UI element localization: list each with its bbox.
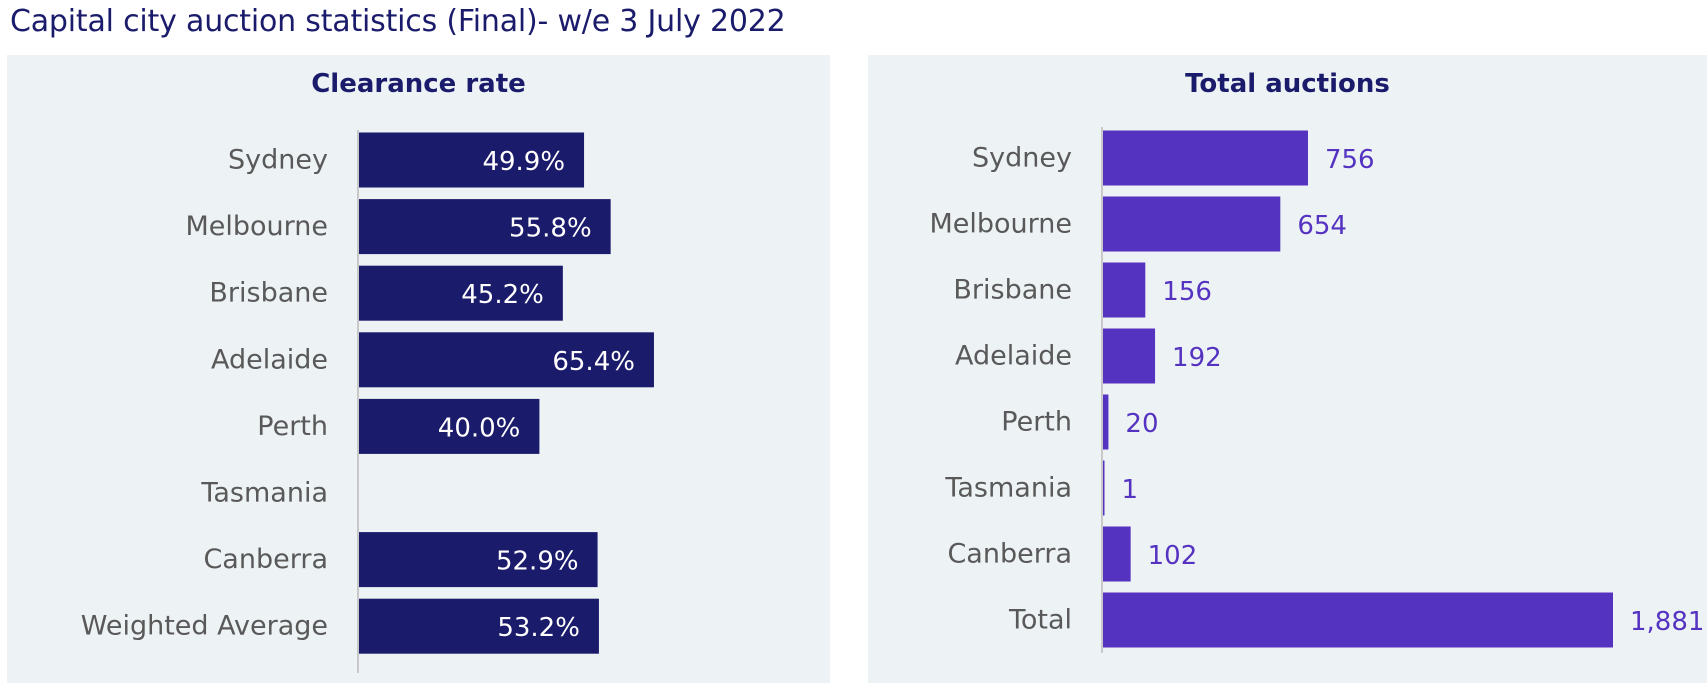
category-label-canberra: Canberra xyxy=(203,544,328,575)
data-label-perth: 20 xyxy=(1125,409,1158,439)
bar-adelaide xyxy=(359,332,654,388)
data-label-sydney: 49.9% xyxy=(482,147,565,177)
bar-perth xyxy=(359,398,540,454)
total-auctions-title: Total auctions xyxy=(1185,69,1390,99)
data-label-melbourne: 55.8% xyxy=(509,214,592,244)
category-label-total: Total xyxy=(1008,605,1072,636)
category-label-melbourne: Melbourne xyxy=(929,209,1072,240)
bar-adelaide xyxy=(1103,328,1156,384)
data-label-weighted-average: 53.2% xyxy=(497,613,580,643)
clearance-rate-chart: Sydney 49.9% Melbourne 55.8% Brisbane 45.2% Ad… xyxy=(81,130,654,673)
bar-canberra xyxy=(359,532,598,588)
category-label-brisbane: Brisbane xyxy=(209,278,328,309)
bar-perth xyxy=(1103,394,1109,450)
category-label-adelaide: Adelaide xyxy=(955,341,1072,372)
data-label-brisbane: 156 xyxy=(1162,277,1212,307)
data-label-brisbane: 45.2% xyxy=(461,280,544,310)
bar-sydney xyxy=(359,132,585,188)
clearance-rate-panel: Clearance rate Sydney 49.9% Melbourne 55.8%… xyxy=(7,55,830,683)
data-label-sydney: 756 xyxy=(1325,145,1375,175)
category-label-adelaide: Adelaide xyxy=(211,344,328,375)
category-label-brisbane: Brisbane xyxy=(953,275,1072,306)
category-label-sydney: Sydney xyxy=(972,143,1072,174)
total-auctions-panel: Total auctions Sydney 756 Melbourne 654 Bris… xyxy=(868,55,1707,683)
bar-canberra xyxy=(1103,526,1131,582)
category-label-perth: Perth xyxy=(1001,407,1072,438)
category-label-melbourne: Melbourne xyxy=(185,211,328,242)
bar-melbourne xyxy=(1103,196,1281,252)
data-label-total: 1,881 xyxy=(1630,607,1704,637)
data-label-canberra: 52.9% xyxy=(496,547,579,577)
total-auctions-chart: Sydney 756 Melbourne 654 Brisbane 156 Adelaide… xyxy=(929,127,1704,653)
category-label-weighted-average: Weighted Average xyxy=(81,611,328,642)
bar-brisbane xyxy=(359,265,563,321)
bar-weighted-average xyxy=(359,598,599,654)
clearance-rate-title: Clearance rate xyxy=(311,69,526,99)
data-label-canberra: 102 xyxy=(1148,541,1198,571)
bar-brisbane xyxy=(1103,262,1146,318)
data-label-perth: 40.0% xyxy=(438,413,521,443)
data-label-adelaide: 192 xyxy=(1172,343,1222,373)
category-label-canberra: Canberra xyxy=(947,539,1072,570)
data-label-adelaide: 65.4% xyxy=(552,347,635,377)
data-label-tasmania: 1 xyxy=(1122,475,1139,505)
bar-melbourne xyxy=(359,199,611,255)
bar-sydney xyxy=(1103,130,1308,186)
category-label-tasmania: Tasmania xyxy=(200,478,328,509)
page-title: Capital city auction statistics (Final)-… xyxy=(10,4,786,39)
bar-tasmania xyxy=(1103,460,1105,516)
category-label-perth: Perth xyxy=(257,411,328,442)
data-label-melbourne: 654 xyxy=(1297,211,1347,241)
category-label-tasmania: Tasmania xyxy=(944,473,1072,504)
bar-total xyxy=(1103,592,1613,648)
category-label-sydney: Sydney xyxy=(228,145,328,176)
